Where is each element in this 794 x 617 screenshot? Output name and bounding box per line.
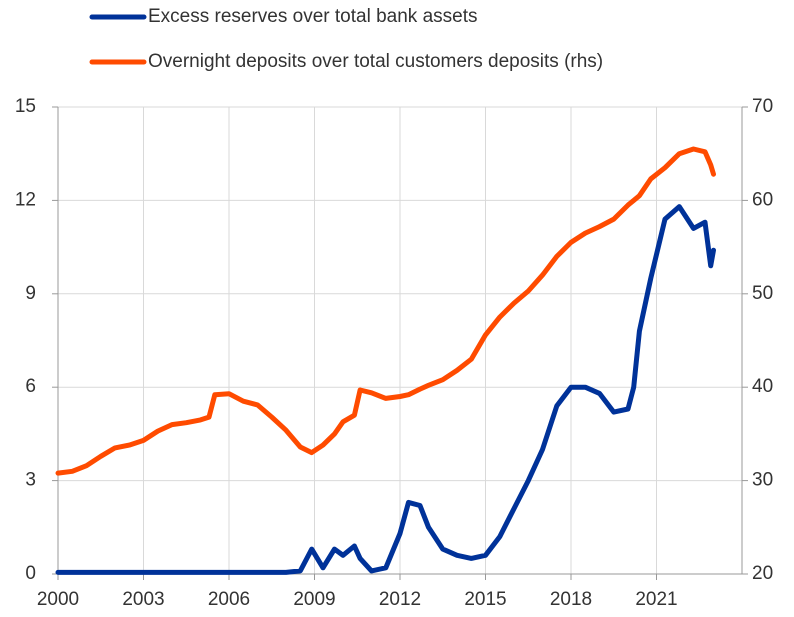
y2-tick-label: 40 [752,376,773,397]
y-tick-label: 9 [25,283,36,304]
x-tick-label: 2012 [379,589,421,610]
y-tick-label: 3 [25,470,36,491]
y-tick-label: 12 [15,189,36,210]
x-tick-label: 2009 [293,589,335,610]
y-tick-label: 0 [25,563,36,584]
data-line [55,146,716,476]
legend-label: Overnight deposits over total customers … [148,51,603,72]
x-tick-label: 2018 [550,589,592,610]
x-tick-label: 2021 [635,589,677,610]
x-tick-label: 2015 [464,589,506,610]
y2-tick-label: 30 [752,470,773,491]
legend-label: Excess reserves over total bank assets [148,6,477,27]
y2-tick-label: 60 [752,189,773,210]
x-tick-label: 2003 [122,589,164,610]
data-line [55,204,716,575]
y2-tick-label: 50 [752,283,773,304]
y-tick-label: 15 [15,96,36,117]
x-tick-label: 2006 [208,589,250,610]
x-tick-label: 2000 [37,589,79,610]
y2-tick-label: 20 [752,563,773,584]
y-tick-label: 6 [25,376,36,397]
y2-tick-label: 70 [752,96,773,117]
